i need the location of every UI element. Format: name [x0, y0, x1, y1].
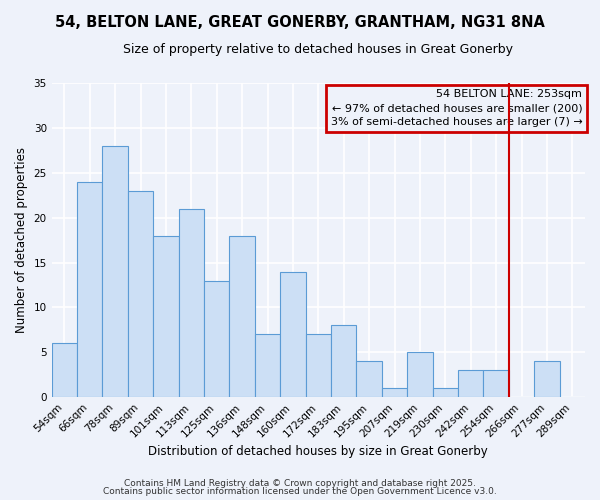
- Bar: [382, 388, 407, 397]
- Bar: [103, 146, 128, 397]
- Title: Size of property relative to detached houses in Great Gonerby: Size of property relative to detached ho…: [124, 42, 514, 56]
- Text: Contains HM Land Registry data © Crown copyright and database right 2025.: Contains HM Land Registry data © Crown c…: [124, 478, 476, 488]
- Y-axis label: Number of detached properties: Number of detached properties: [15, 147, 28, 333]
- Text: 54 BELTON LANE: 253sqm
← 97% of detached houses are smaller (200)
3% of semi-det: 54 BELTON LANE: 253sqm ← 97% of detached…: [331, 90, 583, 128]
- Text: 54, BELTON LANE, GREAT GONERBY, GRANTHAM, NG31 8NA: 54, BELTON LANE, GREAT GONERBY, GRANTHAM…: [55, 15, 545, 30]
- Bar: [433, 388, 458, 397]
- Bar: [280, 272, 305, 397]
- Bar: [458, 370, 484, 397]
- Bar: [356, 362, 382, 397]
- Text: Contains public sector information licensed under the Open Government Licence v3: Contains public sector information licen…: [103, 487, 497, 496]
- Bar: [52, 344, 77, 397]
- Bar: [407, 352, 433, 397]
- Bar: [255, 334, 280, 397]
- Bar: [77, 182, 103, 397]
- Bar: [204, 280, 229, 397]
- X-axis label: Distribution of detached houses by size in Great Gonerby: Distribution of detached houses by size …: [148, 444, 488, 458]
- Bar: [128, 191, 153, 397]
- Bar: [331, 326, 356, 397]
- Bar: [305, 334, 331, 397]
- Bar: [179, 208, 204, 397]
- Bar: [153, 236, 179, 397]
- Bar: [484, 370, 509, 397]
- Bar: [534, 362, 560, 397]
- Bar: [229, 236, 255, 397]
